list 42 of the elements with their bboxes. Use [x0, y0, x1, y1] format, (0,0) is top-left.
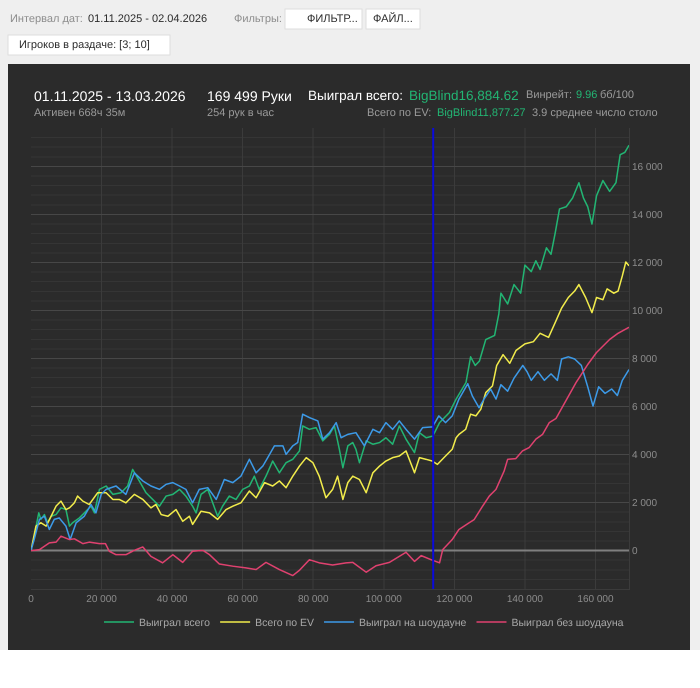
y-tick-label: 8 000 [632, 354, 658, 365]
text: 254 рук в час [207, 107, 275, 119]
text: Игроков в раздаче: [3; 10] [19, 39, 150, 51]
line-series [31, 326, 629, 576]
text: Выиграл всего: [308, 88, 403, 103]
y-tick-label: 2 000 [632, 498, 658, 510]
text: ФИЛЬТР... [307, 13, 358, 25]
text: Интервал дат: [10, 13, 83, 25]
x-tick-label: 40 000 [156, 594, 188, 605]
line-series [31, 356, 629, 552]
legend-label: Выиграл без шоудауна [511, 617, 624, 630]
text: 01.11.2025 - 13.03.2026 [34, 88, 186, 104]
y-tick-label: 0 [632, 546, 638, 558]
x-tick-label: 0 [28, 594, 34, 605]
legend-label: Выиграл всего [139, 617, 210, 630]
x-tick-label: 120 000 [436, 594, 473, 605]
y-tick-label: 12 000 [632, 258, 664, 269]
x-tick-label: 60 000 [227, 594, 258, 605]
text: Фильтры: [234, 13, 282, 25]
text: 3.9 среднее число столо [532, 107, 658, 119]
x-tick-label: 80 000 [298, 594, 329, 605]
legend-label: Всего по EV [255, 617, 314, 630]
text: бб/100 [600, 89, 634, 101]
y-tick-label: 14 000 [632, 210, 664, 221]
y-tick-label: 10 000 [632, 306, 664, 317]
x-tick-label: 100 000 [366, 594, 402, 605]
y-tick-label: 16 000 [632, 162, 664, 173]
y-tick-label: 6 000 [632, 402, 658, 414]
x-tick-label: 140 000 [506, 594, 544, 605]
text: Активен 668ч 35м [34, 107, 126, 119]
text: 169 499 Руки [207, 88, 292, 104]
text: 01.11.2025 - 02.04.2026 [88, 13, 208, 25]
x-tick-label: 160 000 [577, 594, 614, 605]
text: BigBlind11,877.27 [437, 107, 526, 119]
text: BigBlind16,884.62 [409, 88, 519, 103]
legend-label: Выиграл на шоудауне [359, 617, 466, 630]
text: 9.96 [576, 89, 598, 101]
text: Всего по EV: [367, 107, 432, 119]
text: ФАЙЛ... [373, 12, 413, 25]
x-tick-label: 20 000 [86, 594, 118, 605]
y-tick-label: 4 000 [632, 450, 658, 462]
text: Винрейт: [526, 89, 572, 101]
